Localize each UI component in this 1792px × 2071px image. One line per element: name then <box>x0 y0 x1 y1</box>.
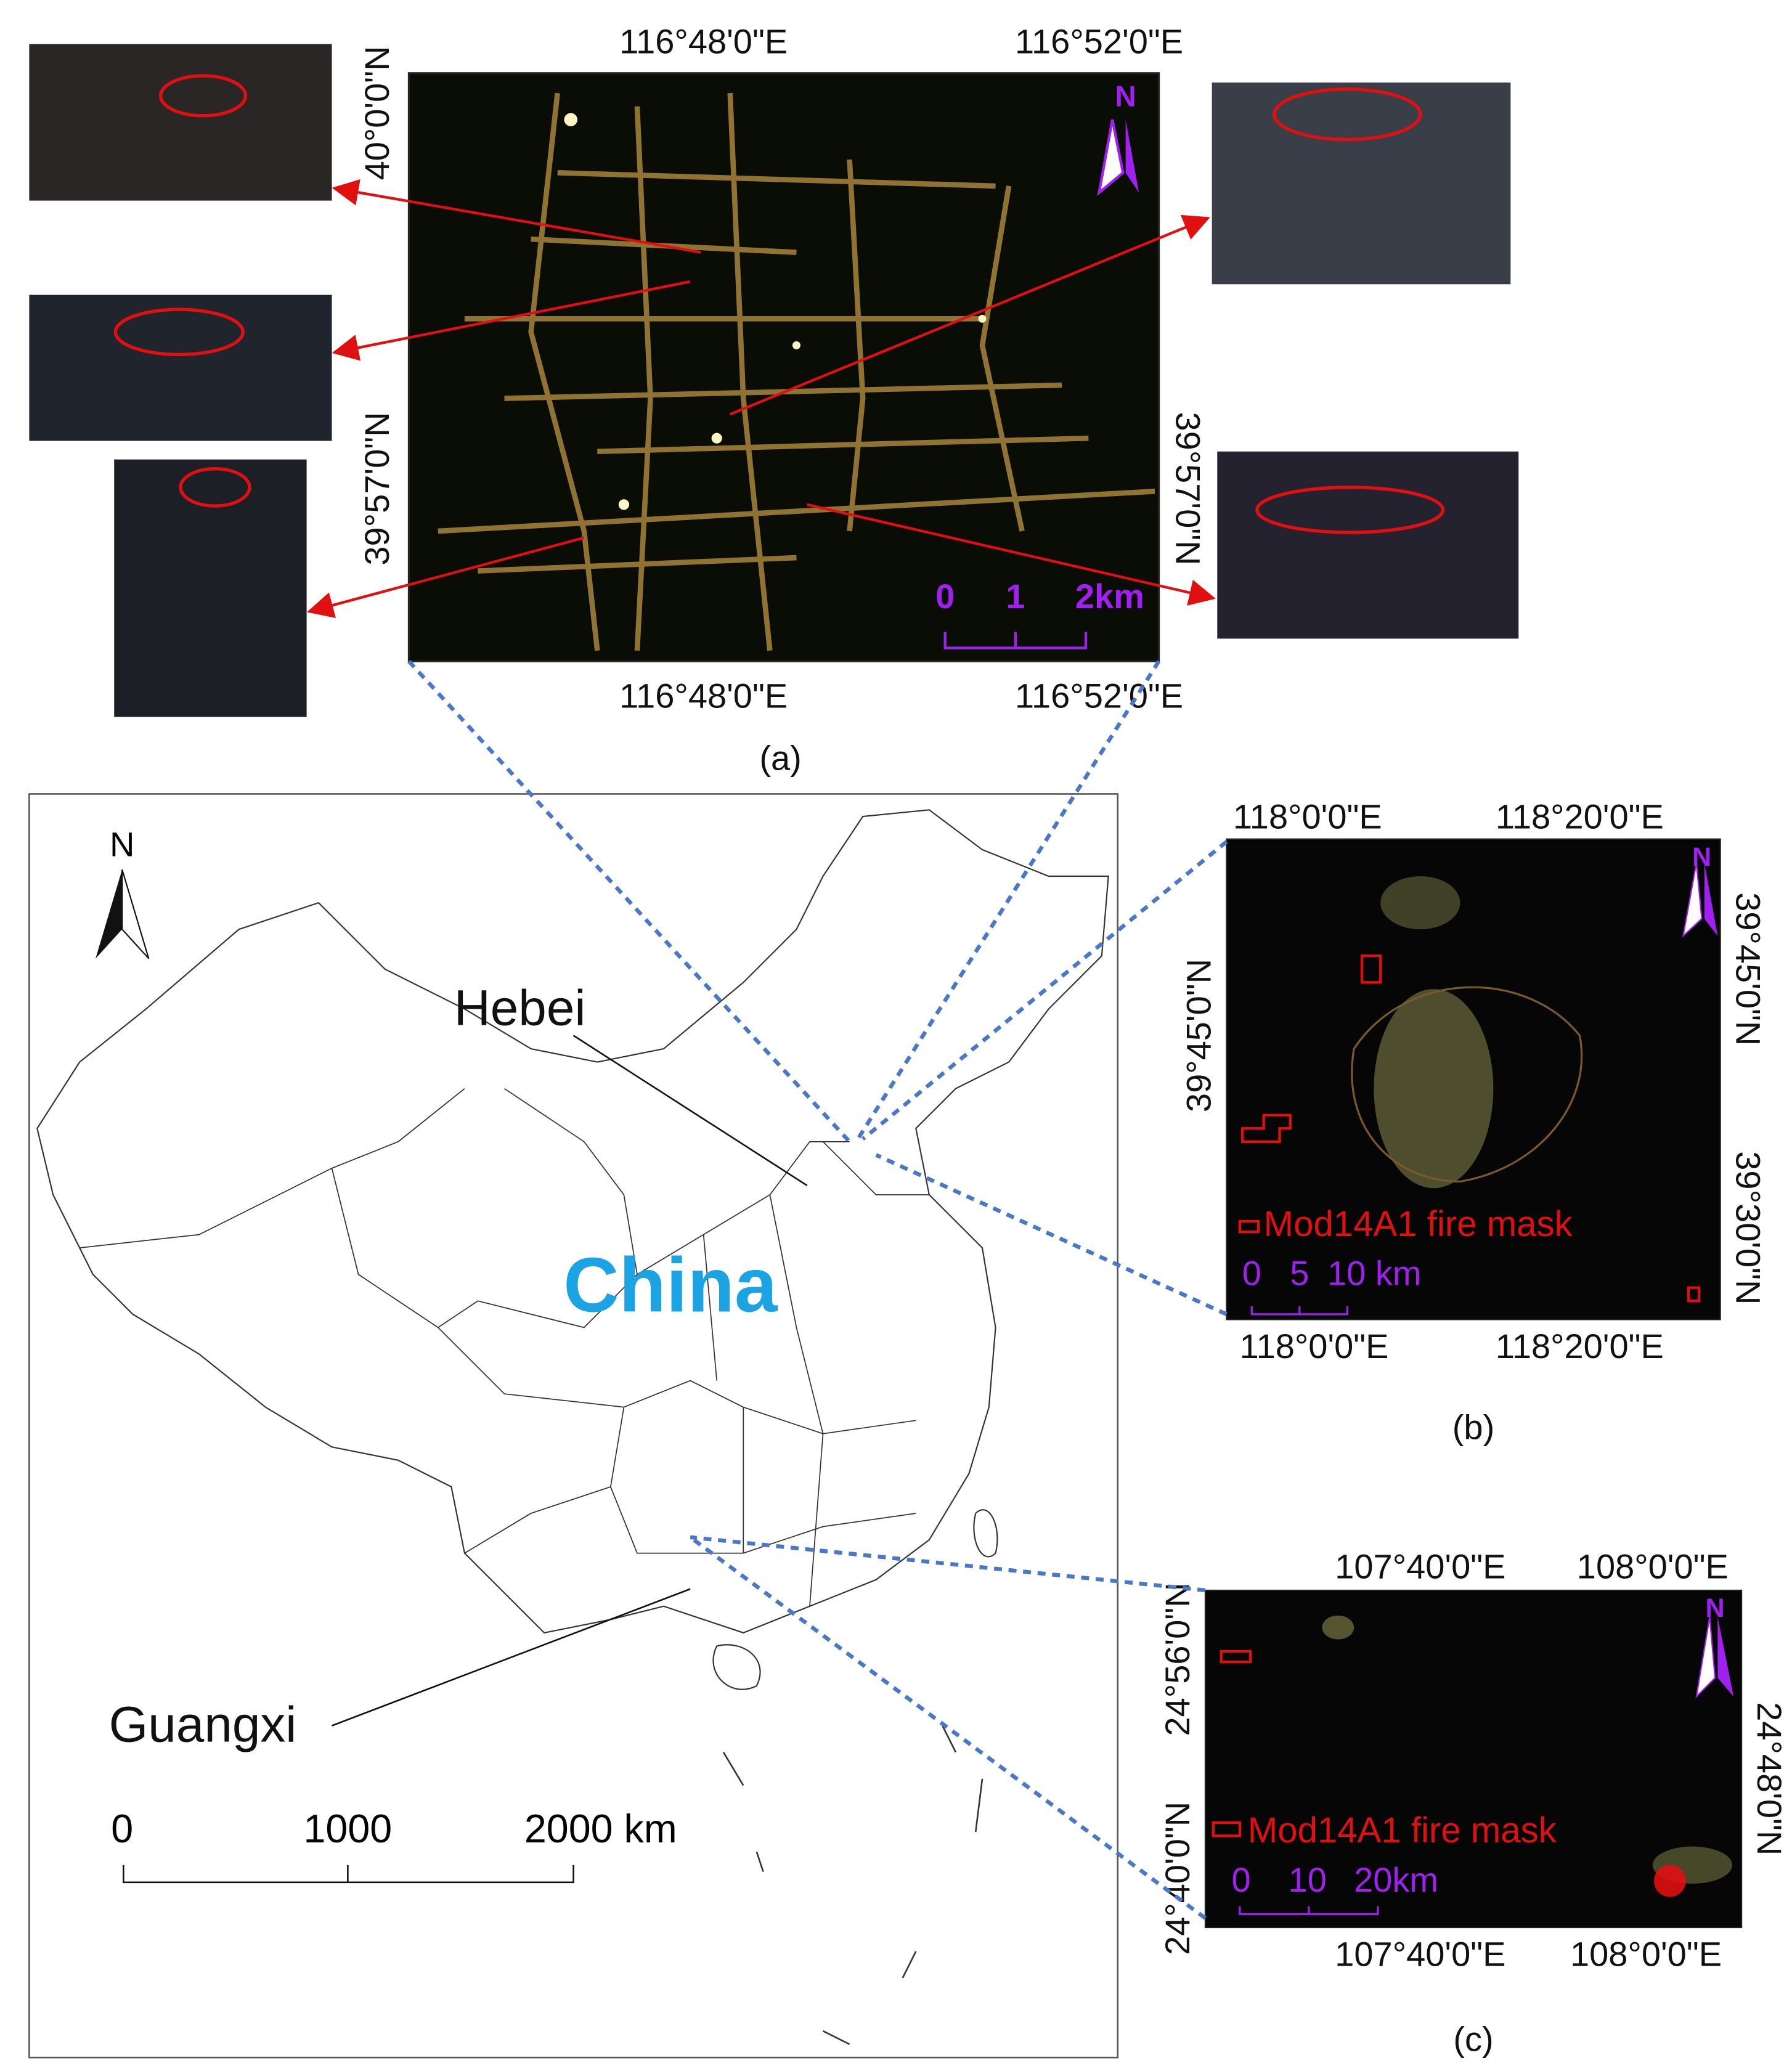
scale-bar <box>1239 1906 1379 1916</box>
islands <box>712 1509 998 1690</box>
photo <box>1212 82 1511 285</box>
scale-label: 0 <box>1242 1253 1261 1292</box>
lat-label: 24°48'0"N <box>1750 1702 1789 1855</box>
lon-label: 116°52'0"E <box>1015 22 1183 60</box>
lon-label: 107°40'0"E <box>1335 1935 1505 1974</box>
leader-line <box>332 1588 691 1727</box>
scale-label: 1 <box>1006 577 1025 616</box>
panel-label: (b) <box>1452 1407 1494 1446</box>
photo <box>29 295 332 441</box>
lon-label: 118°0'0"E <box>1240 1327 1389 1365</box>
scale-label: 0 <box>935 577 955 616</box>
north-arrow <box>1097 119 1125 197</box>
province-label: Hebei <box>454 980 586 1036</box>
city-glow <box>1380 876 1460 930</box>
overview-frame <box>28 793 1119 2059</box>
photo <box>114 459 307 717</box>
city-glow <box>1374 989 1494 1189</box>
night-light-image <box>407 72 1160 662</box>
scale-label: 0 <box>1231 1860 1250 1899</box>
scale-bar <box>943 632 1088 649</box>
city-glow <box>1322 1615 1354 1640</box>
fire-hotspot <box>1653 1865 1686 1897</box>
sign-highlight <box>1255 486 1445 534</box>
scale-label: 5 <box>1290 1253 1309 1292</box>
panel-label: (a) <box>759 739 801 778</box>
north-arrow <box>1125 120 1139 193</box>
sign-highlight <box>1273 87 1422 142</box>
scale-bar <box>1250 1306 1349 1316</box>
photo <box>29 44 332 201</box>
north-label: N <box>1706 1593 1725 1623</box>
scale-label: 10 km <box>1327 1253 1422 1292</box>
fire-mask <box>1241 954 1701 1303</box>
lon-label: 118°20'0"E <box>1496 1327 1664 1365</box>
lat-label: 39°45'0"N <box>1179 959 1218 1112</box>
sign-highlight <box>179 467 251 508</box>
lon-label: 107°40'0"E <box>1335 1547 1505 1586</box>
lat-label: 24°40'0"N <box>1158 1802 1197 1955</box>
overview-map: N Hebei Guangxi China 0 1000 2000 km <box>28 793 1119 2059</box>
zoom-connectors <box>407 659 1228 1920</box>
north-arrow <box>1682 863 1703 938</box>
north-label: N <box>1115 81 1136 113</box>
north-arrow <box>1704 863 1718 936</box>
china-outline <box>36 809 1109 1634</box>
panel-label: (c) <box>1453 2019 1493 2058</box>
photos <box>29 44 1519 717</box>
scale-label: 10 <box>1289 1860 1327 1899</box>
lon-label: 108°0'0"E <box>1570 1935 1722 1974</box>
north-arrow <box>121 869 150 959</box>
night-light-image <box>1204 1589 1743 1929</box>
lon-label: 118°0'0"E <box>1233 797 1382 836</box>
panel-a: N 0 1 2km 116°48'0"E 116°52'0"E 116°48'0… <box>357 22 1207 777</box>
legend-label: Mod14A1 fire mask <box>1248 1810 1557 1850</box>
lat-label: 39°57'0"N <box>357 412 396 565</box>
sign-highlight <box>113 307 245 357</box>
lat-label: 24°56'0"N <box>1158 1582 1197 1736</box>
nine-dash-line <box>722 1725 984 2045</box>
lon-label: 118°20'0"E <box>1496 797 1664 836</box>
panel-c: Mod14A1 fire mask 0 10 20km N 107°40'0"E… <box>1158 1547 1789 2059</box>
legend-swatch <box>1238 1219 1260 1234</box>
sign-highlight <box>158 74 248 118</box>
bright-spots <box>564 113 987 510</box>
country-label: China <box>563 1243 778 1328</box>
lat-label: 39°30'0"N <box>1729 1151 1768 1304</box>
fire-mask <box>1220 1650 1252 1664</box>
north-label: N <box>110 825 134 864</box>
lon-label: 108°0'0"E <box>1577 1547 1729 1586</box>
scale-label: 0 <box>111 1807 133 1851</box>
scale-label: 20km <box>1354 1860 1438 1899</box>
scale-label: 1000 <box>304 1807 393 1851</box>
lon-label: 116°48'0"E <box>619 676 788 715</box>
province-boundaries <box>79 1088 929 1606</box>
north-arrow <box>96 869 123 959</box>
pointer-arrows <box>306 179 1216 619</box>
lat-label: 39°45'0"N <box>1729 892 1768 1046</box>
province-label: Guangxi <box>109 1696 297 1752</box>
panel-b: Mod14A1 fire mask 0 5 10 km N 118°0'0"E … <box>1179 797 1768 1446</box>
ring-road <box>1351 986 1583 1183</box>
lon-label: 116°48'0"E <box>619 22 788 60</box>
lat-label: 39°57'0"N <box>1169 412 1208 565</box>
lat-label: 40°0'0"N <box>357 46 396 180</box>
legend-label: Mod14A1 fire mask <box>1264 1204 1573 1244</box>
north-label: N <box>1692 842 1711 872</box>
leader-line <box>572 1035 808 1186</box>
scale-bar <box>123 1865 574 1884</box>
scale-label: 2km <box>1075 577 1144 616</box>
north-arrow <box>1695 1616 1716 1699</box>
scale-label: 2000 km <box>524 1807 677 1851</box>
lit-roads <box>438 92 1155 651</box>
photo <box>1217 451 1519 639</box>
legend-swatch <box>1212 1821 1242 1837</box>
lon-label: 116°52'0"E <box>1015 676 1183 715</box>
